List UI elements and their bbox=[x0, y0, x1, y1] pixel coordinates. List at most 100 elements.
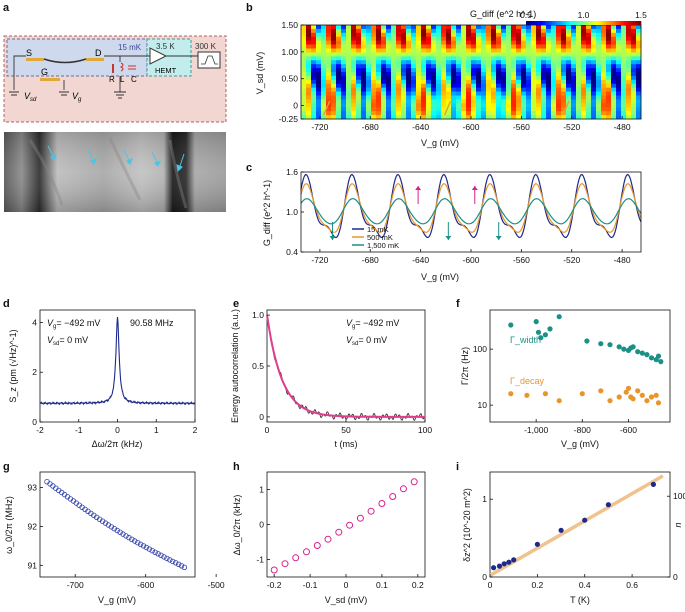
heatmap-cell bbox=[606, 75, 612, 81]
heatmap-cell bbox=[616, 68, 622, 73]
heatmap-cell bbox=[501, 36, 507, 41]
heatmap-cell bbox=[566, 64, 572, 69]
colorbar-segment bbox=[580, 21, 584, 25]
heatmap-cell bbox=[326, 75, 332, 81]
heatmap-cell bbox=[326, 72, 332, 77]
heatmap-cell bbox=[406, 36, 412, 41]
heatmap-cell bbox=[446, 115, 452, 120]
heatmap-cell bbox=[301, 56, 307, 61]
heatmap-cell bbox=[591, 52, 597, 57]
heatmap-cell bbox=[431, 48, 437, 53]
heatmap-cell bbox=[301, 32, 307, 38]
heatmap-cell bbox=[326, 83, 332, 88]
heatmap-cell bbox=[631, 44, 637, 49]
heatmap-cell bbox=[506, 40, 512, 45]
heatmap-cell bbox=[421, 91, 427, 96]
panel-g-ylabel: ω_0/2π (MHz) bbox=[4, 496, 14, 554]
heatmap-cell bbox=[321, 87, 327, 92]
heatmap-cell bbox=[386, 68, 392, 73]
heatmap-cell bbox=[416, 64, 422, 69]
heatmap-cell bbox=[531, 44, 537, 49]
heatmap-cell bbox=[451, 36, 457, 41]
heatmap-cell bbox=[446, 99, 452, 104]
heatmap-cell bbox=[621, 103, 627, 108]
heatmap-cell bbox=[506, 64, 512, 69]
heatmap-cell bbox=[396, 60, 402, 65]
heatmap-cell bbox=[516, 103, 522, 108]
heatmap-cell bbox=[591, 44, 597, 49]
data-point bbox=[630, 344, 636, 350]
heatmap-cell bbox=[536, 28, 542, 34]
heatmap-cell bbox=[611, 103, 617, 108]
colorbar-segment bbox=[557, 21, 561, 25]
heatmap-cell bbox=[606, 91, 612, 96]
heatmap-cell bbox=[396, 72, 402, 77]
heatmap-cell bbox=[486, 68, 492, 73]
heatmap-cell bbox=[316, 107, 322, 112]
heatmap-cell bbox=[581, 115, 587, 120]
heatmap-cell bbox=[571, 56, 577, 61]
heatmap-cell bbox=[416, 44, 422, 49]
heatmap-cell bbox=[306, 32, 312, 38]
heatmap-cell bbox=[506, 111, 512, 116]
heatmap-cell bbox=[421, 64, 427, 69]
heatmap-cell bbox=[546, 28, 552, 34]
heatmap-cell bbox=[316, 25, 322, 30]
heatmap-cell bbox=[586, 115, 592, 120]
heatmap-cell bbox=[426, 52, 432, 57]
heatmap-cell bbox=[476, 36, 482, 41]
heatmap-cell bbox=[446, 32, 452, 38]
heatmap-cell bbox=[376, 79, 382, 85]
heatmap-cell bbox=[606, 32, 612, 38]
heatmap-cell bbox=[516, 95, 522, 100]
data-point bbox=[281, 560, 289, 568]
heatmap-cell bbox=[596, 111, 602, 116]
heatmap-cell bbox=[541, 72, 547, 77]
heatmap-cell bbox=[491, 99, 497, 104]
heatmap-cell bbox=[636, 75, 642, 81]
heatmap-cell bbox=[466, 79, 472, 85]
heatmap-cell bbox=[416, 107, 422, 112]
data-point bbox=[508, 391, 514, 397]
heatmap-cell bbox=[461, 107, 467, 112]
heatmap-cell bbox=[426, 99, 432, 104]
heatmap-cell bbox=[531, 79, 537, 85]
heatmap-cell bbox=[451, 83, 457, 88]
heatmap-cell bbox=[561, 48, 567, 53]
heatmap-cell bbox=[391, 40, 397, 45]
heatmap-cell bbox=[491, 115, 497, 120]
heatmap-cell bbox=[461, 111, 467, 116]
heatmap-cell bbox=[376, 103, 382, 108]
heatmap-cell bbox=[411, 111, 417, 116]
heatmap-cell bbox=[321, 36, 327, 41]
heatmap-cell bbox=[596, 25, 602, 30]
data-point bbox=[579, 391, 585, 397]
heatmap-cell bbox=[561, 91, 567, 96]
heatmap-cell bbox=[616, 72, 622, 77]
heatmap-cell bbox=[351, 99, 357, 104]
x-tick-label: -520 bbox=[563, 122, 580, 132]
heatmap-cell bbox=[396, 52, 402, 57]
heatmap-cell bbox=[591, 48, 597, 53]
x-tick-label: 0.1 bbox=[376, 580, 388, 590]
heatmap-cell bbox=[446, 107, 452, 112]
heatmap-cell bbox=[526, 91, 532, 96]
heatmap-cell bbox=[391, 107, 397, 112]
heatmap-cell bbox=[591, 60, 597, 65]
heatmap-cell bbox=[466, 99, 472, 104]
heatmap-cell bbox=[581, 40, 587, 45]
heatmap-cell bbox=[606, 111, 612, 116]
data-point bbox=[108, 524, 115, 530]
heatmap-cell bbox=[576, 79, 582, 85]
heatmap-cell bbox=[426, 40, 432, 45]
x-tick-label: 0.6 bbox=[626, 580, 638, 590]
heatmap-cell bbox=[536, 107, 542, 112]
heatmap-cell bbox=[401, 40, 407, 45]
heatmap-cell bbox=[356, 48, 362, 53]
data-point bbox=[501, 561, 507, 567]
panel-g-xlabel: V_g (mV) bbox=[98, 595, 136, 605]
heatmap-cell bbox=[576, 28, 582, 34]
heatmap-cell bbox=[431, 95, 437, 100]
heatmap-cell bbox=[631, 64, 637, 69]
x-tick-label: 0.2 bbox=[412, 580, 424, 590]
